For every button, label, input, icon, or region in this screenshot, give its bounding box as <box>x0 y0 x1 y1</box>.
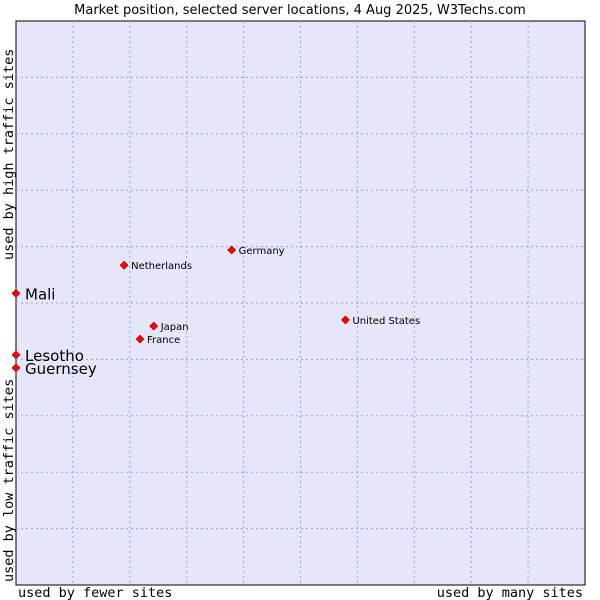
point-marker-japan <box>149 321 159 331</box>
point-marker-lesotho <box>11 350 21 360</box>
point-label-mali: Mali <box>25 285 55 303</box>
data-points: Germany Netherlands Mali United States Japan… <box>11 245 420 378</box>
point-label-netherlands: Netherlands <box>131 261 192 272</box>
point-marker-france <box>135 334 145 344</box>
point-marker-mali <box>11 288 21 298</box>
y-axis-label-low: used by low traffic sites <box>1 379 17 582</box>
point-label-japan: Japan <box>160 322 189 333</box>
grid-lines <box>16 21 585 585</box>
point-marker-guernsey <box>11 363 21 373</box>
y-axis-label-high: used by high traffic sites <box>1 49 17 260</box>
x-axis-label-low: used by fewer sites <box>18 585 172 600</box>
point-marker-netherlands <box>119 260 129 270</box>
point-label-guernsey: Guernsey <box>25 360 97 378</box>
point-label-lesotho: Lesotho <box>25 347 84 365</box>
point-marker-germany <box>227 245 237 255</box>
point-label-france: France <box>147 335 180 346</box>
x-axis-label-high: used by many sites <box>437 585 583 600</box>
point-label-germany: Germany <box>239 246 285 257</box>
chart-title: Market position, selected server locatio… <box>74 3 526 18</box>
point-marker-united-states <box>341 315 350 325</box>
point-label-united-states: United States <box>352 316 420 327</box>
